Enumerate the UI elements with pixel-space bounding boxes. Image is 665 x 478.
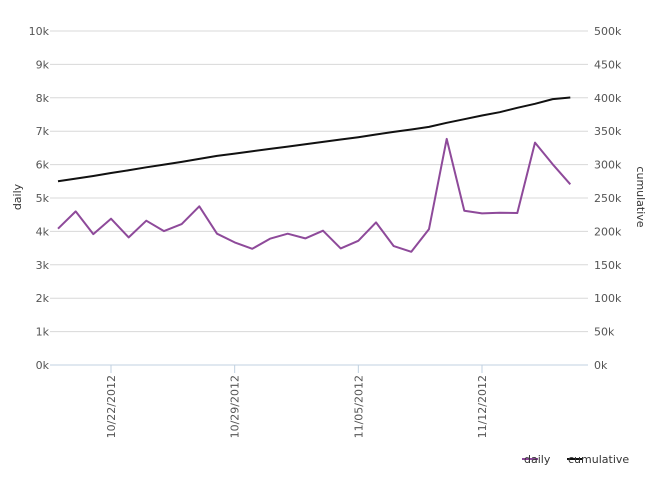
right-tick-label: 50k	[594, 326, 615, 339]
left-tick-label: 8k	[36, 92, 50, 105]
left-tick-label: 1k	[36, 326, 50, 339]
legend-item-daily[interactable]: daily	[522, 453, 551, 466]
x-tick-label: 11/05/2012	[352, 375, 365, 438]
left-tick-label: 9k	[36, 58, 50, 71]
right-tick-label: 400k	[594, 92, 622, 105]
series-lines	[57, 96, 572, 253]
right-tick-label: 350k	[594, 125, 622, 138]
right-tick-label: 300k	[594, 159, 622, 172]
x-axis-ticks: 10/22/2012 10/29/2012 11/05/2012 11/12/2012	[105, 365, 489, 438]
left-tick-label: 7k	[36, 125, 50, 138]
left-tick-label: 3k	[36, 259, 50, 272]
right-axis-title: cumulative	[634, 166, 647, 227]
left-tick-label: 2k	[36, 292, 50, 305]
x-tick-label: 11/12/2012	[476, 375, 489, 438]
right-tick-label: 250k	[594, 192, 622, 205]
right-tick-label: 450k	[594, 58, 622, 71]
left-tick-label: 10k	[29, 25, 50, 38]
left-axis-ticks: 0k 1k 2k 3k 4k 5k 6k 7k 8k 9k 10k	[29, 25, 50, 372]
legend-label-daily: daily	[524, 453, 551, 466]
left-tick-label: 0k	[36, 359, 50, 372]
right-axis-ticks: 0k 50k 100k 150k 200k 250k 300k 350k 400k 450k 500…	[594, 25, 622, 372]
series-line-daily	[57, 137, 572, 253]
x-tick-label: 10/29/2012	[229, 375, 242, 438]
left-tick-label: 5k	[36, 192, 50, 205]
right-tick-label: 100k	[594, 292, 622, 305]
series-line-cumulative	[57, 96, 571, 183]
legend-item-cumulative[interactable]: cumulative	[567, 453, 629, 466]
left-tick-label: 4k	[36, 225, 50, 238]
legend[interactable]: daily cumulative	[522, 453, 629, 466]
legend-label-cumulative: cumulative	[568, 453, 629, 466]
right-tick-label: 500k	[594, 25, 622, 38]
left-tick-label: 6k	[36, 159, 50, 172]
x-tick-label: 10/22/2012	[105, 375, 118, 438]
right-tick-label: 200k	[594, 225, 622, 238]
left-axis-title: daily	[11, 183, 24, 210]
grid-lines	[50, 30, 588, 366]
right-tick-label: 150k	[594, 259, 622, 272]
right-tick-label: 0k	[594, 359, 608, 372]
